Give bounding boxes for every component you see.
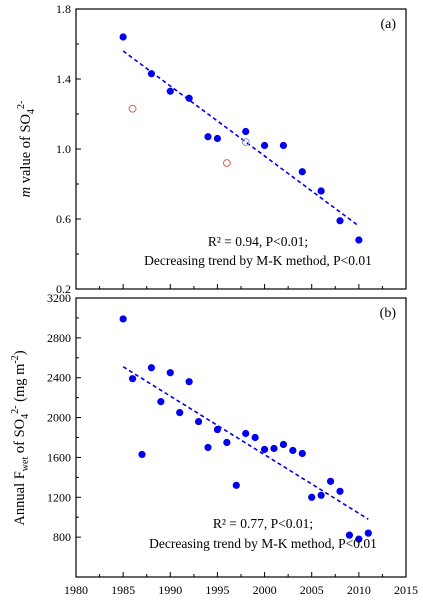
data-point-b-s0 — [119, 315, 127, 323]
data-point-a-s0 — [185, 94, 193, 102]
data-point-b-s0 — [270, 444, 278, 453]
y-label-a-m: m — [18, 187, 34, 197]
y-tick-label-b: 2400 — [47, 371, 71, 385]
data-point-b-s0 — [326, 477, 335, 485]
data-point-a-s0 — [204, 133, 212, 141]
y-label-b-sub1: wet — [20, 457, 31, 472]
data-point-a-s0 — [355, 236, 363, 244]
data-point-a-s0 — [213, 134, 222, 143]
data-point-a-s1 — [128, 104, 137, 113]
y-tick-label-a: 1.0 — [56, 142, 71, 156]
data-marks-b — [119, 315, 372, 543]
data-point-a-s0 — [260, 141, 269, 150]
x-tick-label: 2005 — [300, 583, 324, 597]
data-point-b-s0 — [157, 398, 165, 406]
y-label-b-end: ) — [12, 350, 28, 355]
panel-label-a: (a) — [380, 17, 396, 32]
data-point-b-s0 — [355, 535, 363, 543]
data-point-b-s0 — [213, 425, 222, 434]
data-point-b-s0 — [279, 440, 288, 449]
data-point-b-s0 — [138, 450, 146, 459]
data-point-b-s0 — [232, 481, 240, 489]
data-point-a-s0 — [336, 217, 344, 225]
y-label-b-mid: of SO — [12, 419, 28, 457]
annotation-a-line1: R² = 0.94, P<0.01; — [208, 234, 308, 249]
y-axis-label-a: m value of SO42- — [16, 101, 37, 198]
x-tick-label: 1995 — [205, 583, 229, 597]
data-point-b-s0 — [147, 364, 156, 372]
data-point-a-s2 — [241, 138, 250, 146]
data-point-b-s0 — [345, 531, 354, 539]
data-point-b-s0 — [185, 378, 193, 386]
y-label-b-sub: 4 — [20, 414, 31, 419]
data-point-b-s0 — [223, 438, 231, 447]
x-tick-label: 2000 — [253, 583, 277, 597]
data-point-b-s0 — [176, 408, 184, 417]
data-point-a-s0 — [317, 187, 325, 195]
data-point-b-s0 — [289, 446, 297, 455]
panel-label-b: (b) — [380, 306, 397, 321]
y-ticks-b: 800 1200 1600 2000 2400 2800 3200 — [47, 291, 407, 577]
x-tick-label: 2015 — [394, 583, 418, 597]
y-tick-label-a: 1.4 — [56, 72, 71, 86]
y-label-b-unit-sup: -2 — [10, 355, 21, 363]
x-tick-label: 2010 — [347, 583, 371, 597]
y-tick-label-b: 1200 — [47, 490, 71, 504]
data-point-b-s0 — [251, 433, 259, 442]
y-label-b-unit: (mg m — [12, 363, 28, 406]
data-point-b-s0 — [204, 443, 212, 452]
data-point-b-s0 — [308, 493, 316, 501]
y-label-a-sub: 4 — [26, 109, 37, 114]
data-point-b-s0 — [317, 491, 325, 499]
panel-a: 0.2 0.6 1.0 1.4 1.8 (a) m value of SO42- R² … — [16, 2, 407, 296]
data-point-a-s0 — [279, 141, 288, 150]
data-point-b-s0 — [298, 449, 306, 458]
data-point-a-s0 — [119, 33, 127, 41]
data-point-a-s0 — [242, 127, 250, 136]
y-tick-label-b: 1600 — [47, 450, 71, 464]
data-marks-a — [119, 33, 363, 244]
y-tick-label-b: 800 — [53, 530, 71, 544]
x-ticks: 1980 1985 1990 1995 2000 2005 2010 2015 — [64, 583, 418, 597]
y-label-a-text: value of SO — [18, 114, 34, 187]
y-label-b-sup: 2- — [10, 406, 21, 414]
trend-line-b — [122, 366, 369, 520]
trend-line-a — [122, 50, 360, 227]
y-label-b-pre: Annual F — [12, 471, 28, 525]
y-label-a-sup: 2- — [16, 101, 27, 109]
data-point-b-s0 — [194, 417, 203, 426]
data-point-b-s0 — [336, 487, 344, 495]
annotation-a-line2: Decreasing trend by M-K method, P<0.01 — [144, 253, 372, 268]
annotation-b-line2: Decreasing trend by M-K method, P<0.01 — [149, 536, 377, 551]
y-ticks-a: 0.2 0.6 1.0 1.4 1.8 — [56, 2, 407, 296]
data-point-a-s0 — [166, 87, 174, 95]
data-point-b-s0 — [364, 529, 372, 537]
y-axis-label-b: Annual Fwet of SO42- (mg m-2) — [10, 350, 31, 525]
panel-b: 800 1200 1600 2000 2400 2800 3200 1980 1985 1990… — [10, 291, 418, 597]
data-point-b-s0 — [166, 369, 174, 377]
y-tick-label-a: 1.8 — [56, 2, 71, 16]
data-point-b-s0 — [242, 429, 250, 438]
y-tick-label-a: 0.2 — [56, 282, 71, 296]
annotation-b-line1: R² = 0.77, P<0.01; — [213, 516, 313, 531]
y-tick-label-a: 0.6 — [56, 212, 71, 226]
data-point-a-s1 — [222, 159, 231, 167]
data-point-b-s0 — [260, 445, 269, 454]
data-point-a-s0 — [147, 70, 156, 78]
y-tick-label-b: 2000 — [47, 411, 71, 425]
data-point-b-s0 — [128, 375, 137, 383]
y-tick-label-b: 3200 — [47, 291, 71, 305]
x-tick-label: 1980 — [64, 583, 88, 597]
data-point-a-s0 — [298, 168, 306, 176]
x-tick-label: 1985 — [111, 583, 135, 597]
y-tick-label-b: 2800 — [47, 331, 71, 345]
x-tick-label: 1990 — [158, 583, 182, 597]
